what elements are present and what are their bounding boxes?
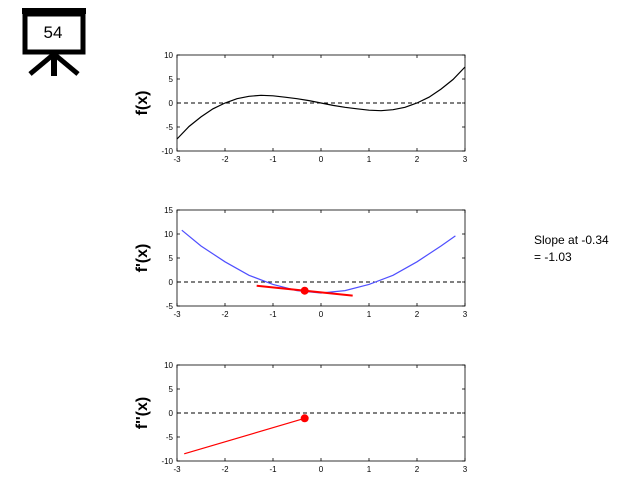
f-panel-x-tick-label: -2 [221, 155, 229, 164]
fprime-panel-y-tick-label: -5 [166, 302, 174, 311]
fprime-panel-ylabel: f'(x) [134, 244, 151, 273]
fprime-panel-y-tick-label: 10 [164, 230, 173, 239]
fsecond-panel-x-tick-label: -1 [269, 465, 277, 474]
fprime-panel: -3 -2 -1 0 1 2 3 -5 0 5 10 15 f'(x) [134, 206, 468, 319]
fprime-panel-x-tick-label: -1 [269, 310, 277, 319]
fprime-panel-x-tick-label: -3 [173, 310, 181, 319]
fsecond-panel-x-tick-label: -3 [173, 465, 181, 474]
f-panel-y-tick-label: 0 [169, 99, 174, 108]
fsecond-panel-ylabel: f''(x) [134, 397, 151, 430]
fprime-panel-series-line [181, 229, 456, 294]
slope-annotation-line1: Slope at -0.34 [534, 233, 609, 247]
fsecond-panel-y-tick-label: -10 [161, 457, 173, 466]
slope-annotation-line2: = -1.03 [534, 250, 572, 264]
slide-number: 54 [43, 23, 63, 42]
f-panel-ylabel: f(x) [134, 91, 151, 116]
fprime-panel-y-tick-label: 5 [169, 254, 174, 263]
fsecond-panel-x-tick-label: 0 [319, 465, 324, 474]
fprime-panel-x-tick-label: 1 [367, 310, 372, 319]
f-panel-series-line [176, 66, 466, 140]
fsecond-panel-y-tick-label: 10 [164, 361, 173, 370]
fsecond-panel-point [300, 414, 309, 423]
f-panel-y-tick-label: 5 [169, 75, 174, 84]
f-panel-y-tick-label: -5 [166, 123, 174, 132]
f-panel-x-tick-label: 0 [319, 155, 324, 164]
f-panel-x-tick-label: 1 [367, 155, 372, 164]
fprime-panel-x-tick-label: -2 [221, 310, 229, 319]
fsecond-panel-x-tick-label: 2 [415, 465, 420, 474]
presentation-board-icon [22, 8, 86, 76]
f-panel-x-tick-label: 2 [415, 155, 420, 164]
fsecond-panel-x-tick-label: -2 [221, 465, 229, 474]
fprime-panel-x-tick-label: 2 [415, 310, 420, 319]
f-panel-x-tick-label: -1 [269, 155, 277, 164]
fprime-panel-point [300, 286, 309, 295]
f-panel-y-tick-label: 10 [164, 51, 173, 60]
fsecond-panel-y-tick-label: 0 [169, 409, 174, 418]
fprime-panel-y-tick-label: 15 [164, 206, 173, 215]
f-panel-x-tick-label: 3 [463, 155, 468, 164]
fsecond-panel-x-tick-label: 1 [367, 465, 372, 474]
fprime-panel-y-tick-label: 0 [169, 278, 174, 287]
fsecond-panel-y-tick-label: -5 [166, 433, 174, 442]
fsecond-panel-y-tick-label: 5 [169, 385, 174, 394]
f-panel-y-tick-label: -10 [161, 147, 173, 156]
slope-annotation: Slope at -0.34 = -1.03 [534, 232, 609, 266]
fprime-panel-x-tick-label: 0 [319, 310, 324, 319]
fprime-panel-x-tick-label: 3 [463, 310, 468, 319]
f-panel-x-tick-label: -3 [173, 155, 181, 164]
fsecond-panel-series-line [184, 417, 305, 455]
fsecond-panel-x-tick-label: 3 [463, 465, 468, 474]
